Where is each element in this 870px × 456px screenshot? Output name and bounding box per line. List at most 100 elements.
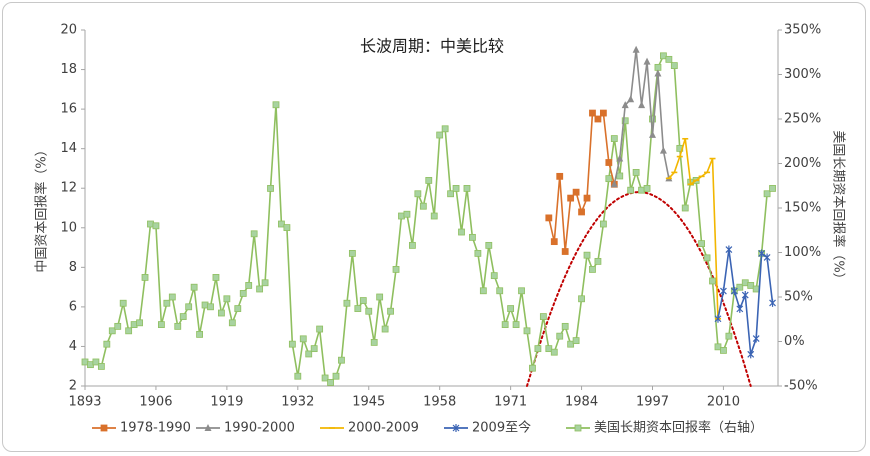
y-tick-label: 14 — [60, 141, 77, 156]
series — [665, 137, 721, 320]
data-point — [583, 251, 591, 259]
data-point — [310, 345, 318, 353]
data-point — [594, 115, 602, 123]
y2-tick-label: 200% — [784, 156, 821, 171]
data-point — [605, 175, 613, 183]
y2-tick-label: 100% — [784, 245, 821, 260]
data-point — [720, 346, 727, 354]
data-point — [348, 249, 356, 257]
data-point — [681, 204, 689, 212]
data-point — [649, 115, 656, 123]
x-tick-label: 1971 — [494, 395, 527, 410]
legend-item: 2000-2009 — [320, 421, 419, 436]
x-tick-label: 1932 — [281, 395, 314, 410]
y-tick-label: 2 — [69, 379, 77, 394]
data-point — [103, 340, 111, 348]
y-tick-label: 18 — [60, 62, 77, 77]
data-point — [741, 291, 749, 300]
data-point — [125, 327, 133, 335]
data-point — [212, 274, 220, 281]
data-point — [294, 372, 302, 380]
y-tick-label: 12 — [60, 181, 77, 196]
data-point — [419, 202, 427, 210]
data-point — [338, 356, 345, 364]
data-point — [763, 190, 771, 198]
data-point — [698, 240, 706, 248]
y-tick-label: 6 — [69, 299, 77, 314]
data-point — [616, 172, 624, 180]
data-point — [769, 298, 776, 307]
data-point — [141, 274, 149, 281]
data-point — [627, 186, 635, 194]
data-point — [458, 228, 465, 236]
y-tick-label: 20 — [60, 23, 77, 38]
data-point — [327, 379, 334, 386]
data-point — [725, 245, 733, 254]
x-tick-label: 1984 — [565, 395, 598, 410]
series-line — [668, 138, 719, 319]
data-point — [223, 295, 231, 303]
data-point — [278, 220, 285, 228]
series — [714, 245, 776, 359]
y-tick-label: 16 — [60, 102, 77, 117]
legend-marker — [204, 424, 212, 431]
y2-tick-label: 250% — [784, 112, 821, 127]
data-point — [190, 283, 198, 291]
data-point — [370, 338, 378, 346]
data-point — [228, 319, 236, 327]
data-point — [507, 305, 515, 312]
data-point — [479, 287, 487, 295]
data-point — [512, 321, 520, 328]
data-point — [747, 282, 755, 289]
data-point — [529, 364, 536, 372]
data-point — [550, 348, 558, 356]
data-point — [720, 287, 727, 296]
data-point — [387, 307, 394, 315]
data-point — [660, 52, 667, 60]
legend-item: 美国长期资本回报率（右轴） — [566, 420, 763, 436]
data-point — [108, 327, 116, 335]
legend-label: 1990-2000 — [224, 421, 295, 436]
data-point — [763, 253, 771, 262]
data-point — [474, 249, 482, 257]
data-point — [703, 254, 711, 262]
data-point — [654, 69, 662, 77]
data-point — [583, 194, 591, 202]
data-point — [670, 62, 678, 69]
data-point — [709, 277, 716, 285]
data-point — [572, 188, 580, 196]
data-point — [621, 117, 629, 125]
data-point — [136, 319, 143, 327]
y-tick-label: 10 — [60, 220, 77, 235]
data-point — [736, 304, 744, 313]
data-point — [392, 266, 400, 273]
legend-label: 2000-2009 — [348, 421, 419, 436]
data-point — [550, 238, 558, 246]
data-point — [665, 55, 673, 63]
data-point — [545, 345, 553, 353]
data-point — [610, 180, 618, 188]
data-point — [534, 345, 542, 353]
data-point — [758, 249, 766, 258]
data-point — [643, 185, 651, 192]
data-point — [305, 350, 313, 358]
data-point — [589, 266, 596, 273]
data-point — [359, 297, 367, 304]
data-point — [518, 287, 525, 295]
series — [610, 45, 673, 188]
y2-tick-label: -50% — [784, 379, 818, 394]
legend-item: 1990-2000 — [196, 421, 295, 436]
y2-tick-label: 0% — [784, 334, 805, 349]
y2-axis-label: 美国长期资本回报率（%） — [831, 130, 847, 285]
data-point — [616, 154, 624, 162]
data-point — [245, 282, 253, 289]
data-point — [436, 131, 444, 139]
data-point — [316, 325, 324, 333]
y-tick-label: 4 — [69, 339, 77, 354]
data-point — [643, 57, 651, 65]
data-point — [174, 322, 182, 330]
data-point — [539, 313, 547, 320]
data-point — [321, 374, 329, 382]
x-tick-label: 1893 — [68, 395, 101, 410]
